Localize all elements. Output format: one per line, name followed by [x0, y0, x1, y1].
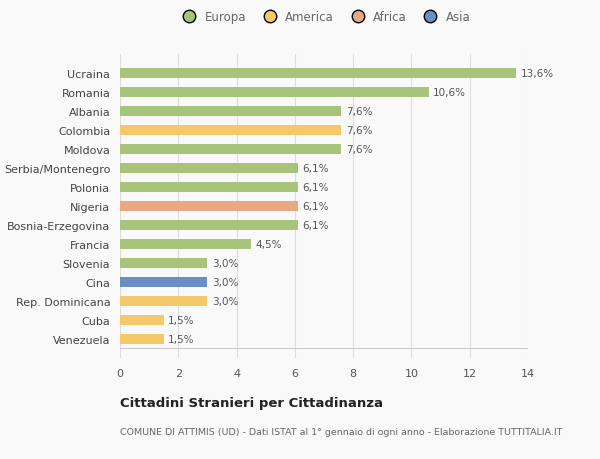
Bar — [120, 315, 164, 325]
Text: Cittadini Stranieri per Cittadinanza: Cittadini Stranieri per Cittadinanza — [120, 396, 383, 409]
Bar — [120, 106, 341, 117]
Bar — [120, 296, 208, 307]
Bar — [120, 334, 164, 344]
Bar — [120, 258, 208, 269]
Bar — [120, 239, 251, 250]
Bar — [120, 277, 208, 287]
Text: 6,1%: 6,1% — [302, 183, 329, 193]
Text: 13,6%: 13,6% — [521, 69, 554, 79]
Text: 7,6%: 7,6% — [346, 107, 373, 117]
Bar — [120, 202, 298, 212]
Text: 7,6%: 7,6% — [346, 145, 373, 155]
Bar — [120, 69, 517, 79]
Text: 6,1%: 6,1% — [302, 220, 329, 230]
Text: 1,5%: 1,5% — [168, 334, 194, 344]
Text: 6,1%: 6,1% — [302, 164, 329, 174]
Bar — [120, 88, 429, 98]
Text: 4,5%: 4,5% — [256, 240, 282, 249]
Bar — [120, 126, 341, 136]
Text: 7,6%: 7,6% — [346, 126, 373, 136]
Text: 3,0%: 3,0% — [212, 258, 238, 269]
Bar — [120, 182, 298, 193]
Bar — [120, 163, 298, 174]
Text: 3,0%: 3,0% — [212, 277, 238, 287]
Legend: Europa, America, Africa, Asia: Europa, America, Africa, Asia — [173, 6, 475, 29]
Text: 3,0%: 3,0% — [212, 296, 238, 306]
Text: 1,5%: 1,5% — [168, 315, 194, 325]
Text: 6,1%: 6,1% — [302, 202, 329, 212]
Text: 10,6%: 10,6% — [433, 88, 466, 98]
Text: COMUNE DI ATTIMIS (UD) - Dati ISTAT al 1° gennaio di ogni anno - Elaborazione TU: COMUNE DI ATTIMIS (UD) - Dati ISTAT al 1… — [120, 427, 563, 436]
Bar — [120, 220, 298, 231]
Bar — [120, 145, 341, 155]
